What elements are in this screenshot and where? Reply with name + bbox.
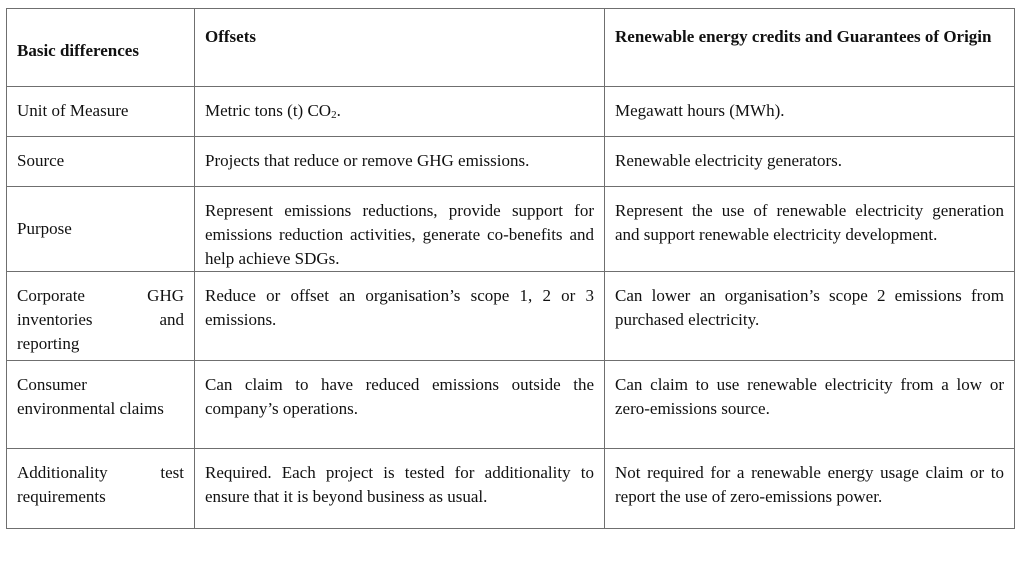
recs-cell: Represent the use of renewable electrici… bbox=[604, 186, 1015, 272]
recs-cell: Renewable electricity generators. bbox=[604, 136, 1015, 187]
row-label: Corporate GHG inventories and reporting bbox=[6, 271, 195, 361]
table-row: Corporate GHG inventories and reporting … bbox=[6, 271, 1015, 361]
header-recs: Renewable energy credits and Guarantees … bbox=[604, 8, 1015, 87]
offsets-cell: Can claim to have reduced emissions outs… bbox=[194, 360, 605, 449]
offsets-unit-subscript: 2 bbox=[331, 109, 337, 121]
offsets-cell: Required. Each project is tested for add… bbox=[194, 448, 605, 529]
table-row: Consumer environmental claims Can claim … bbox=[6, 360, 1015, 449]
recs-cell: Can lower an organisation’s scope 2 emis… bbox=[604, 271, 1015, 361]
comparison-table: Basic differences Offsets Renewable ener… bbox=[6, 8, 1015, 529]
table-row: Source Projects that reduce or remove GH… bbox=[6, 136, 1015, 187]
offsets-unit-suffix: . bbox=[336, 101, 341, 120]
header-basic-differences: Basic differences bbox=[6, 8, 195, 87]
row-label: Additionality test requirements bbox=[6, 448, 195, 529]
recs-cell: Megawatt hours (MWh). bbox=[604, 86, 1015, 137]
offsets-cell: Represent emissions reductions, provide … bbox=[194, 186, 605, 272]
header-offsets: Offsets bbox=[194, 8, 605, 87]
offsets-cell: Metric tons (t) CO2. bbox=[194, 86, 605, 137]
row-label: Purpose bbox=[6, 186, 195, 272]
row-label: Source bbox=[6, 136, 195, 187]
row-label: Consumer environmental claims bbox=[6, 360, 195, 449]
recs-cell: Can claim to use renewable electricity f… bbox=[604, 360, 1015, 449]
table-row: Unit of Measure Metric tons (t) CO2. Meg… bbox=[6, 86, 1015, 137]
offsets-cell: Projects that reduce or remove GHG emiss… bbox=[194, 136, 605, 187]
row-label: Unit of Measure bbox=[6, 86, 195, 137]
offsets-unit-text: Metric tons (t) CO bbox=[205, 101, 332, 120]
offsets-cell: Reduce or offset an organisation’s scope… bbox=[194, 271, 605, 361]
recs-cell: Not required for a renewable energy usag… bbox=[604, 448, 1015, 529]
table-row: Purpose Represent emissions reductions, … bbox=[6, 186, 1015, 272]
header-row: Basic differences Offsets Renewable ener… bbox=[6, 8, 1015, 87]
table-row: Additionality test requirements Required… bbox=[6, 448, 1015, 529]
